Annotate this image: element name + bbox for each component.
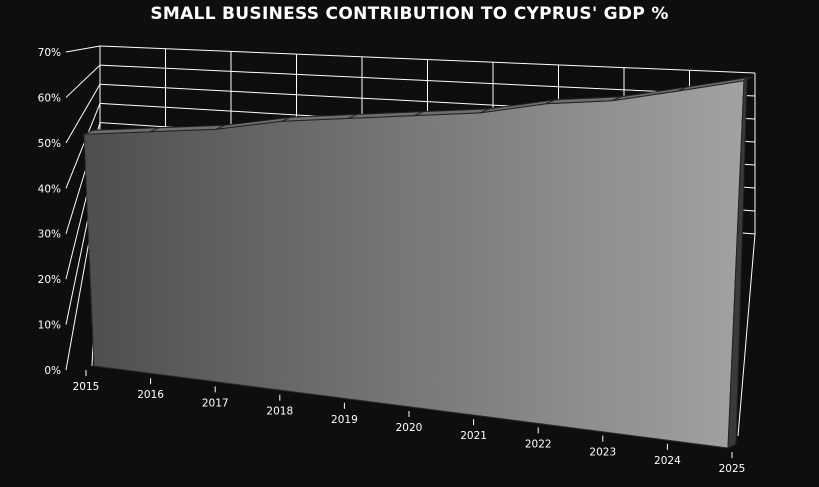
y-tick-label: 70% — [38, 47, 61, 59]
gridline-side — [65, 103, 101, 189]
gridline-side — [65, 64, 101, 98]
x-tick-label: 2025 — [719, 463, 746, 475]
x-tick-label: 2020 — [396, 422, 423, 434]
area-series — [83, 75, 754, 449]
x-tick-label: 2016 — [137, 389, 164, 401]
area-front-face — [83, 80, 745, 449]
gridline-side — [65, 45, 101, 53]
chart-title: SMALL BUSINESS CONTRIBUTION TO CYPRUS' G… — [150, 4, 669, 24]
y-tick-label: 0% — [44, 365, 61, 377]
x-tick-label: 2024 — [654, 455, 681, 467]
x-axis-ticks: 2015 2016 2017 2018 2019 2020 2021 2022 2023 2024… — [73, 370, 746, 475]
y-tick-label: 60% — [38, 92, 61, 104]
y-tick-label: 50% — [38, 138, 61, 150]
floor-edge — [737, 233, 756, 437]
x-tick-label: 2019 — [331, 414, 358, 426]
y-tick-label: 40% — [38, 183, 61, 195]
x-tick-label: 2017 — [202, 397, 229, 409]
gridline-side — [65, 84, 101, 144]
x-tick-label: 2022 — [525, 438, 552, 450]
x-tick-label: 2021 — [460, 430, 487, 442]
y-tick-label: 20% — [38, 274, 61, 286]
y-tick-label: 30% — [38, 229, 61, 241]
x-tick-label: 2018 — [266, 406, 293, 418]
y-tick-label: 10% — [38, 320, 61, 332]
area-top-segment — [677, 76, 754, 92]
x-tick-label: 2023 — [589, 447, 616, 459]
y-axis-ticks: 0% 10% 20% 30% 40% 50% 60% 70% — [38, 47, 61, 377]
x-tick-label: 2015 — [73, 381, 100, 393]
area-side-face — [727, 75, 748, 449]
